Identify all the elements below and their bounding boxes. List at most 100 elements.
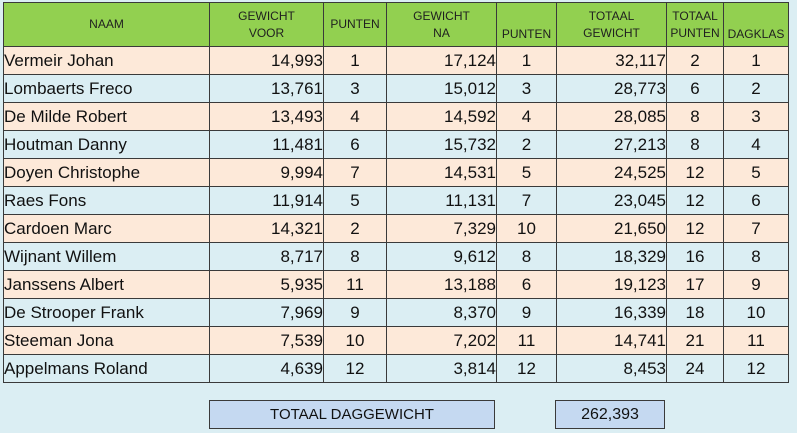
cell-punten-1: 1 [323, 46, 387, 75]
cell-punten-2: 10 [496, 214, 557, 243]
cell-totaal-punten: 18 [666, 298, 724, 327]
cell-totaal-punten: 16 [666, 242, 724, 271]
cell-totaal-gewicht: 21,650 [556, 214, 667, 243]
table-row: De Strooper Frank 7,969 9 8,370 9 16,339 18 10 [3, 298, 789, 327]
cell-punten-1: 9 [323, 298, 387, 327]
table-row: Lombaerts Freco 13,761 3 15,012 3 28,773 6 2 [3, 74, 789, 103]
cell-gewicht-na: 9,612 [386, 242, 497, 271]
cell-gewicht-voor: 11,914 [209, 186, 324, 215]
cell-totaal-gewicht: 8,453 [556, 354, 667, 383]
cell-punten-2: 9 [496, 298, 557, 327]
cell-totaal-gewicht: 24,525 [556, 158, 667, 187]
header-row: NAAM GEWICHT VOOR PUNTEN GEWICHT NA PUNTEN… [3, 2, 789, 47]
cell-naam: De Strooper Frank [3, 298, 210, 327]
cell-gewicht-voor: 7,969 [209, 298, 324, 327]
cell-totaal-gewicht: 14,741 [556, 326, 667, 355]
cell-punten-1: 10 [323, 326, 387, 355]
cell-totaal-gewicht: 28,773 [556, 74, 667, 103]
cell-punten-2: 5 [496, 158, 557, 187]
cell-naam: Wijnant Willem [3, 242, 210, 271]
table-row: Appelmans Roland 4,639 12 3,814 12 8,453 24 12 [3, 354, 789, 383]
cell-gewicht-voor: 14,321 [209, 214, 324, 243]
cell-totaal-gewicht: 28,085 [556, 102, 667, 131]
cell-punten-1: 7 [323, 158, 387, 187]
cell-gewicht-na: 14,531 [386, 158, 497, 187]
cell-totaal-gewicht: 18,329 [556, 242, 667, 271]
cell-gewicht-na: 15,012 [386, 74, 497, 103]
cell-naam: Doyen Christophe [3, 158, 210, 187]
cell-totaal-gewicht: 16,339 [556, 298, 667, 327]
table-row: Steeman Jona 7,539 10 7,202 11 14,741 21 11 [3, 326, 789, 355]
cell-gewicht-voor: 11,481 [209, 130, 324, 159]
cell-punten-1: 2 [323, 214, 387, 243]
cell-dagklas: 3 [723, 102, 789, 131]
cell-totaal-gewicht: 27,213 [556, 130, 667, 159]
cell-naam: Raes Fons [3, 186, 210, 215]
header-punten-1: PUNTEN [323, 2, 387, 47]
cell-punten-2: 4 [496, 102, 557, 131]
table-row: Houtman Danny 11,481 6 15,732 2 27,213 8 4 [3, 130, 789, 159]
table-row: De Milde Robert 13,493 4 14,592 4 28,085 8 3 [3, 102, 789, 131]
cell-gewicht-voor: 8,717 [209, 242, 324, 271]
cell-dagklas: 8 [723, 242, 789, 271]
header-totaal-gewicht: TOTAAL GEWICHT [556, 2, 667, 47]
cell-dagklas: 1 [723, 46, 789, 75]
cell-gewicht-voor: 14,993 [209, 46, 324, 75]
cell-punten-1: 11 [323, 270, 387, 299]
cell-dagklas: 9 [723, 270, 789, 299]
cell-punten-2: 12 [496, 354, 557, 383]
cell-naam: Lombaerts Freco [3, 74, 210, 103]
cell-punten-2: 1 [496, 46, 557, 75]
header-naam: NAAM [3, 2, 210, 47]
cell-naam: Houtman Danny [3, 130, 210, 159]
cell-gewicht-na: 11,131 [386, 186, 497, 215]
cell-naam: Cardoen Marc [3, 214, 210, 243]
cell-totaal-punten: 6 [666, 74, 724, 103]
header-gewicht-na: GEWICHT NA [386, 2, 497, 47]
cell-totaal-gewicht: 32,117 [556, 46, 667, 75]
cell-dagklas: 11 [723, 326, 789, 355]
cell-naam: Vermeir Johan [3, 46, 210, 75]
cell-punten-1: 4 [323, 102, 387, 131]
cell-dagklas: 4 [723, 130, 789, 159]
cell-gewicht-na: 13,188 [386, 270, 497, 299]
cell-punten-1: 6 [323, 130, 387, 159]
cell-gewicht-na: 14,592 [386, 102, 497, 131]
cell-gewicht-na: 17,124 [386, 46, 497, 75]
cell-dagklas: 5 [723, 158, 789, 187]
cell-naam: De Milde Robert [3, 102, 210, 131]
results-table: NAAM GEWICHT VOOR PUNTEN GEWICHT NA PUNTEN… [3, 2, 789, 383]
table-row: Doyen Christophe 9,994 7 14,531 5 24,525 12 5 [3, 158, 789, 187]
cell-gewicht-voor: 7,539 [209, 326, 324, 355]
header-dagklas: DAGKLAS [723, 2, 789, 47]
cell-gewicht-voor: 13,493 [209, 102, 324, 131]
cell-totaal-gewicht: 19,123 [556, 270, 667, 299]
cell-gewicht-voor: 13,761 [209, 74, 324, 103]
cell-dagklas: 10 [723, 298, 789, 327]
cell-naam: Janssens Albert [3, 270, 210, 299]
cell-dagklas: 7 [723, 214, 789, 243]
totaal-daggewicht-value: 262,393 [555, 400, 665, 429]
cell-gewicht-voor: 9,994 [209, 158, 324, 187]
cell-naam: Appelmans Roland [3, 354, 210, 383]
totaal-daggewicht-label: TOTAAL DAGGEWICHT [209, 400, 495, 429]
cell-punten-1: 8 [323, 242, 387, 271]
cell-totaal-punten: 12 [666, 186, 724, 215]
cell-punten-1: 3 [323, 74, 387, 103]
cell-punten-1: 5 [323, 186, 387, 215]
header-gewicht-voor: GEWICHT VOOR [209, 2, 324, 47]
cell-naam: Steeman Jona [3, 326, 210, 355]
cell-totaal-punten: 17 [666, 270, 724, 299]
cell-dagklas: 6 [723, 186, 789, 215]
cell-punten-2: 11 [496, 326, 557, 355]
table-row: Vermeir Johan 14,993 1 17,124 1 32,117 2 1 [3, 46, 789, 75]
cell-gewicht-voor: 5,935 [209, 270, 324, 299]
cell-punten-1: 12 [323, 354, 387, 383]
header-totaal-punten: TOTAAL PUNTEN [666, 2, 724, 47]
cell-gewicht-voor: 4,639 [209, 354, 324, 383]
cell-dagklas: 12 [723, 354, 789, 383]
cell-punten-2: 3 [496, 74, 557, 103]
cell-dagklas: 2 [723, 74, 789, 103]
cell-totaal-gewicht: 23,045 [556, 186, 667, 215]
cell-punten-2: 2 [496, 130, 557, 159]
